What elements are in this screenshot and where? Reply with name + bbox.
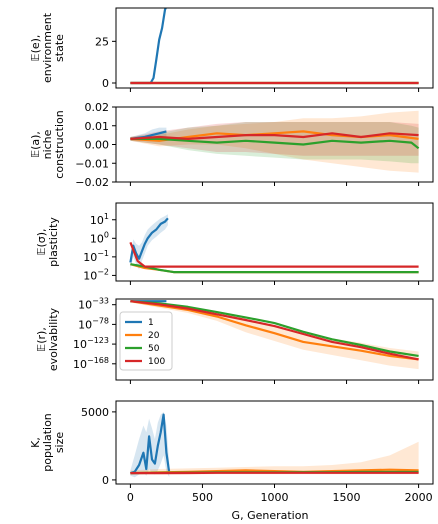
legend-label: 50 xyxy=(148,344,160,354)
legend: 1 20 50 100 xyxy=(119,311,173,371)
y-tick-label-niche: −0.02 xyxy=(75,176,109,189)
panels: 0 25 𝔼(e), environment state 0.02 0.01 0.00 −0.0… xyxy=(29,7,434,488)
plot-area-plasticity xyxy=(129,214,419,274)
y-axis-title-line: plasticity xyxy=(47,217,60,267)
y-axis-title-niche: 𝔼(a), niche construction xyxy=(29,110,66,178)
y-tick-label-niche: 0.01 xyxy=(85,120,110,133)
line-niche-series-100 xyxy=(130,132,419,140)
y-axis-title-line: population xyxy=(41,413,54,472)
y-tick-label-evolvability: 10−168 xyxy=(73,356,109,371)
x-axis: 0 500 1000 1500 2000 xyxy=(127,491,433,504)
band-evolvability-series-20 xyxy=(130,299,419,370)
x-tick-label: 1000 xyxy=(261,491,289,504)
y-tick-label-plasticity: 10−2 xyxy=(83,267,109,282)
y-tick-label-environment: 0 xyxy=(102,77,109,90)
frame-plasticity xyxy=(115,202,434,282)
line-plasticity-series-100 xyxy=(129,242,419,268)
x-axis-title: G, Generation xyxy=(232,509,309,522)
y-tick-label-population: 0 xyxy=(102,474,109,487)
line-evolvability-series-100 xyxy=(130,300,419,361)
y-axis-title-line: state xyxy=(53,34,66,62)
y-tick-label-plasticity: 10−1 xyxy=(83,249,109,264)
plot-area-environment xyxy=(130,8,419,85)
panel-evolvability: 10−33 10−78 10−123 10−168 𝔼(r), evolvability xyxy=(35,297,434,384)
panel-plasticity: 101 100 10−1 10−2 𝔼(σ), plasticity xyxy=(35,202,434,285)
y-tick-label-evolvability: 10−123 xyxy=(73,336,109,351)
y-axis-title-environment: 𝔼(e), environment state xyxy=(29,12,66,83)
x-tick-label: 0 xyxy=(127,491,134,504)
legend-box xyxy=(119,311,173,371)
y-tick-label-plasticity: 100 xyxy=(90,230,109,245)
line-plasticity-series-1 xyxy=(129,217,169,263)
y-axis-title-line: 𝔼(a), xyxy=(29,131,42,158)
y-axis-title-population: K, population size xyxy=(29,413,66,472)
y-axis-title-line: evolvability xyxy=(47,307,60,371)
line-plasticity-series-50 xyxy=(130,263,419,274)
line-evolvability-series-50 xyxy=(130,300,419,357)
band-population-series-20 xyxy=(130,441,419,475)
y-axis-title-line: niche xyxy=(41,129,54,159)
y-tick-label-plasticity: 101 xyxy=(90,212,109,227)
x-tick-label: 500 xyxy=(192,491,213,504)
plot-area-evolvability xyxy=(130,299,419,370)
y-tick-label-niche: −0.01 xyxy=(75,157,109,170)
line-environment-series-1 xyxy=(130,8,167,85)
y-tick-label-evolvability: 10−78 xyxy=(78,316,109,331)
y-axis-title-line: 𝔼(e), xyxy=(29,35,42,62)
y-tick-label-environment: 25 xyxy=(95,35,109,48)
legend-label: 100 xyxy=(148,357,165,367)
y-axis-title-line: size xyxy=(53,432,66,454)
band-niche-series-100 xyxy=(130,122,419,156)
line-plasticity-series-20 xyxy=(130,263,419,274)
x-tick-label: 2000 xyxy=(405,491,433,504)
x-tick-label: 1500 xyxy=(333,491,361,504)
legend-label: 1 xyxy=(148,318,154,328)
panel-niche: 0.02 0.01 0.00 −0.01 −0.02 𝔼(a), niche construc… xyxy=(29,101,434,189)
y-tick-label-population: 5000 xyxy=(81,406,109,419)
y-axis-title-line: 𝔼(r), xyxy=(35,327,48,352)
y-axis-title-line: K, xyxy=(29,437,42,448)
y-axis-title-evolvability: 𝔼(r), evolvability xyxy=(35,307,60,371)
y-tick-label-niche: 0.02 xyxy=(85,101,110,114)
legend-label: 20 xyxy=(148,331,160,341)
panel-environment: 0 25 𝔼(e), environment state xyxy=(29,7,434,92)
y-axis-title-line: environment xyxy=(41,12,54,83)
y-axis-title-plasticity: 𝔼(σ), plasticity xyxy=(35,217,60,267)
line-niche-series-50 xyxy=(130,137,420,150)
y-axis-title-line: construction xyxy=(53,110,66,178)
y-tick-label-niche: 0.00 xyxy=(85,139,110,152)
plot-area-population xyxy=(130,411,419,478)
panel-population: 5000 0 K, population size xyxy=(29,400,434,488)
y-tick-label-evolvability: 10−33 xyxy=(78,297,109,312)
y-axis-title-line: 𝔼(σ), xyxy=(35,228,48,255)
line-evolvability-series-20 xyxy=(130,300,419,361)
line-population-series-1 xyxy=(130,413,171,475)
plot-area-niche xyxy=(130,110,420,173)
